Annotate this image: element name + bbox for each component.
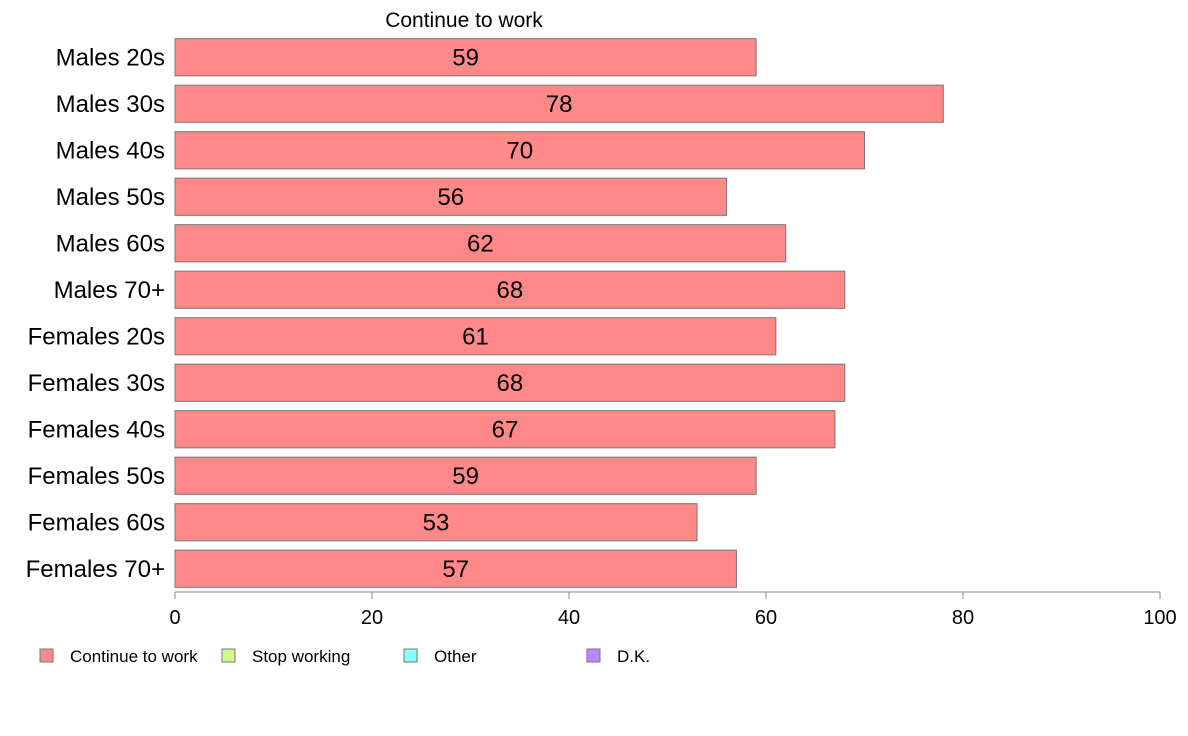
bar-females-20s	[174, 317, 777, 356]
legend-swatch	[39, 648, 54, 663]
value-label: 59	[452, 463, 479, 490]
bar-males-40s	[174, 131, 865, 170]
category-label: Males 50s	[56, 184, 165, 211]
category-label: Males 60s	[56, 230, 165, 257]
bar-males-70-	[174, 270, 846, 309]
bar-females-70-	[174, 549, 737, 588]
value-label: 53	[423, 509, 450, 536]
category-label: Females 50s	[28, 463, 165, 490]
bar-males-20s	[174, 38, 757, 77]
bar-males-50s	[174, 177, 728, 216]
category-label: Males 30s	[56, 91, 165, 118]
value-label: 68	[497, 370, 524, 397]
category-label: Males 40s	[56, 137, 165, 164]
bar-females-60s	[174, 503, 698, 542]
legend-label: Continue to work	[70, 647, 198, 666]
value-label: 57	[442, 556, 469, 583]
value-label: 68	[497, 277, 524, 304]
category-label: Males 20s	[56, 44, 165, 71]
value-label: 62	[467, 230, 494, 257]
value-label: 78	[546, 91, 573, 118]
legend-swatch	[586, 648, 601, 663]
category-label: Females 40s	[28, 416, 165, 443]
bar-males-30s	[174, 84, 944, 123]
value-label: 61	[462, 323, 489, 350]
bar-males-60s	[174, 224, 787, 263]
category-label: Females 70+	[26, 556, 165, 583]
legend-swatch	[403, 648, 418, 663]
legend-label: Stop working	[252, 647, 350, 666]
bar-females-50s	[174, 456, 757, 495]
legend-label: Other	[434, 647, 477, 666]
x-tick-label: 0	[169, 607, 180, 629]
value-label: 59	[452, 44, 479, 71]
bar-females-40s	[174, 410, 836, 449]
x-tick-label: 60	[755, 607, 777, 629]
value-label: 70	[506, 137, 533, 164]
chart-title: Continue to work	[385, 9, 543, 32]
category-label: Females 30s	[28, 370, 165, 397]
legend-label: D.K.	[617, 647, 650, 666]
value-label: 67	[492, 416, 519, 443]
category-label: Females 20s	[28, 323, 165, 350]
x-tick-label: 40	[558, 607, 580, 629]
category-label: Males 70+	[54, 277, 165, 304]
x-tick-label: 20	[361, 607, 383, 629]
bar-females-30s	[174, 363, 846, 402]
x-axis: 0 20 40 60 80 100	[169, 591, 1177, 629]
bars-group: Males 20s 59 Males 30s 78 Males 40s 70 Males 5…	[26, 38, 944, 588]
legend: Continue to work Stop working Other D.K.	[39, 647, 650, 666]
value-label: 56	[437, 184, 464, 211]
x-tick-label: 100	[1143, 607, 1176, 629]
category-label: Females 60s	[28, 509, 165, 536]
legend-swatch	[221, 648, 236, 663]
x-tick-label: 80	[952, 607, 974, 629]
